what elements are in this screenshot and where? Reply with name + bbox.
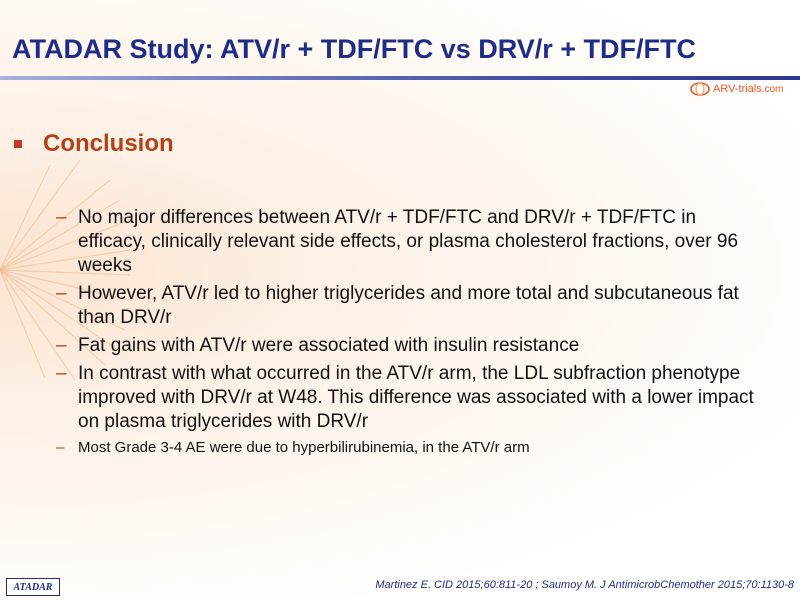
list-item-text: No major differences between ATV/r + TDF… [78,207,739,276]
list-item-text: In contrast with what occurred in the AT… [78,363,754,432]
list-item: – No major differences between ATV/r + T… [56,206,756,278]
study-badge: ATADAR [6,578,60,596]
list-item: – Most Grade 3-4 AE were due to hyperbil… [56,438,756,458]
dash-bullet-icon: – [56,283,67,304]
title-divider [0,76,800,80]
conclusion-heading: Conclusion [14,130,174,158]
list-item-text: Fat gains with ATV/r were associated wit… [78,335,580,356]
dash-bullet-icon: – [56,207,67,228]
list-item: – In contrast with what occurred in the … [56,362,756,434]
heading-text: Conclusion [43,130,174,157]
logo-text: ARV-trials.com [713,83,783,95]
slide-title: ATADAR Study: ATV/r + TDF/FTC vs DRV/r +… [12,34,697,64]
conclusion-list: – No major differences between ATV/r + T… [56,206,756,462]
dash-bullet-icon: – [56,335,67,356]
citation: Martinez E. CID 2015;60:811-20 ; Saumoy … [375,579,794,591]
arv-trials-logo-icon [690,82,710,96]
logo-name: ARV-trials [713,83,762,95]
list-item-text: However, ATV/r led to higher triglycerid… [78,283,739,328]
arv-trials-logo: ARV-trials.com [690,80,783,98]
logo-suffix: .com [761,84,784,95]
square-bullet-icon [14,140,22,148]
list-item: – However, ATV/r led to higher triglycer… [56,282,756,330]
dash-bullet-icon: – [56,439,65,456]
starburst-icon [0,160,130,380]
list-item: – Fat gains with ATV/r were associated w… [56,334,756,358]
dash-bullet-icon: – [56,363,67,384]
list-item-text: Most Grade 3-4 AE were due to hyperbilir… [78,439,530,456]
